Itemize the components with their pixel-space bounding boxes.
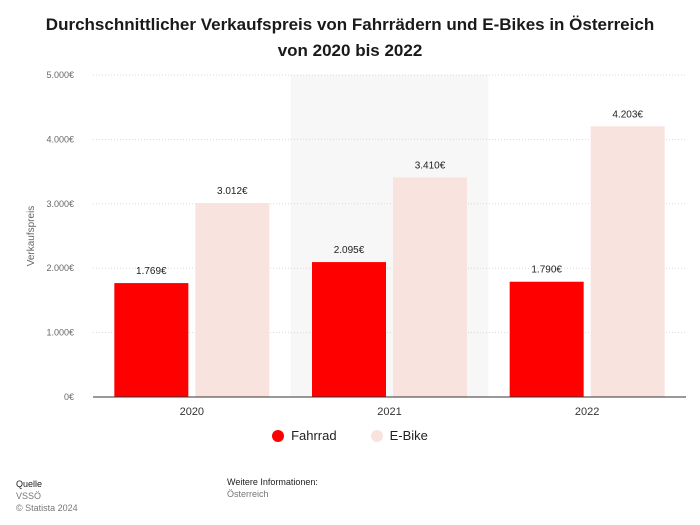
bar-fahrrad-2022 (509, 281, 584, 397)
y-axis-label: Verkaufspreis (26, 206, 37, 267)
info-block: Weitere Informationen: Österreich (227, 476, 318, 500)
source-name: VSSÖ (16, 491, 42, 501)
y-tick-label: 0€ (64, 392, 74, 402)
data-label: 3.410€ (415, 160, 446, 171)
copyright: © Statista 2024 (16, 503, 78, 513)
legend-item-fahrrad[interactable]: Fahrrad (272, 428, 337, 443)
y-tick-label: 5.000€ (46, 70, 74, 80)
bar-e-bike-2020 (195, 203, 270, 397)
data-label: 1.769€ (136, 266, 167, 277)
x-tick-label: 2020 (180, 406, 204, 418)
data-label: 2.095€ (334, 245, 365, 256)
info-text: Österreich (227, 489, 269, 499)
y-tick-label: 4.000€ (46, 134, 74, 144)
data-label: 1.790€ (531, 265, 562, 276)
legend: Fahrrad E-Bike (0, 428, 700, 443)
info-heading: Weitere Informationen: (227, 477, 318, 487)
legend-marker-fahrrad (272, 429, 285, 442)
legend-item-ebike[interactable]: E-Bike (370, 428, 428, 443)
legend-label-ebike: E-Bike (389, 428, 428, 443)
chart-title: Durchschnittlicher Verkaufspreis von Fah… (45, 15, 655, 60)
legend-marker-ebike (370, 429, 383, 442)
y-tick-label: 1.000€ (46, 328, 74, 338)
bar-e-bike-2022 (590, 126, 665, 398)
bar-fahrrad-2021 (312, 262, 386, 397)
data-label: 4.203€ (612, 109, 643, 120)
y-tick-label: 2.000€ (46, 263, 74, 273)
source-heading: Quelle (16, 479, 43, 489)
bar-e-bike-2021 (393, 177, 467, 397)
x-tick-label: 2021 (377, 406, 401, 418)
data-label: 3.012€ (217, 186, 248, 197)
bar-fahrrad-2020 (114, 283, 189, 397)
y-tick-label: 3.000€ (46, 199, 74, 209)
source-block: Quelle VSSÖ © Statista 2024 (16, 478, 78, 514)
legend-label-fahrrad: Fahrrad (291, 428, 337, 443)
x-tick-label: 2022 (575, 406, 599, 418)
